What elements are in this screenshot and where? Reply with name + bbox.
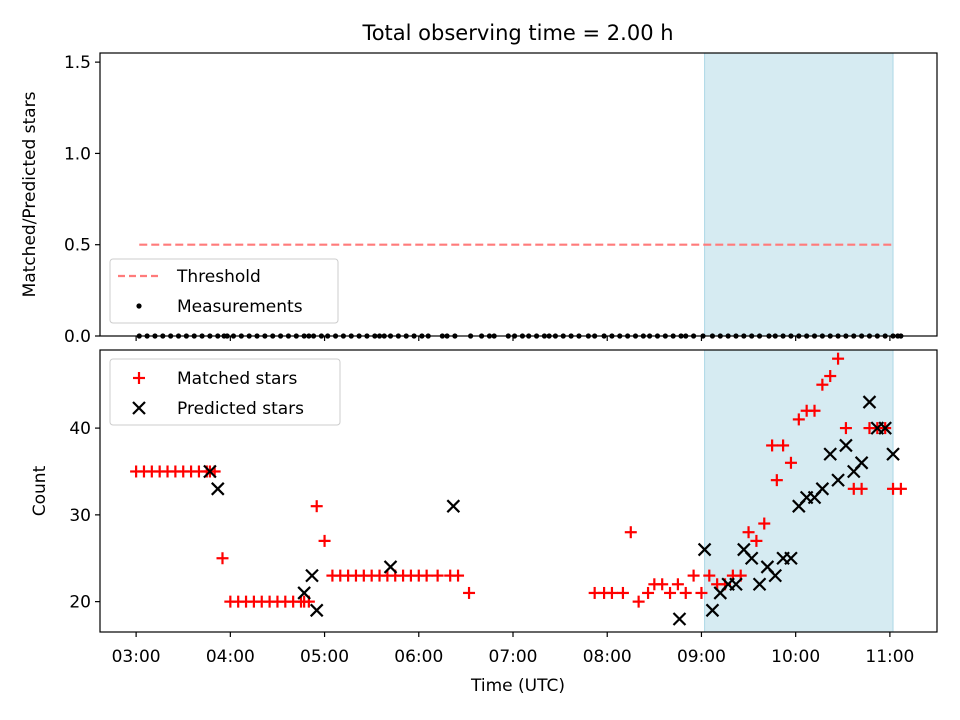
matched-star-point xyxy=(770,474,783,487)
predicted-star-point xyxy=(752,577,767,592)
ratio-axes-frame xyxy=(99,52,938,337)
matched-star-point xyxy=(671,578,684,591)
predicted-legend-marker xyxy=(132,401,146,415)
matched-star-point xyxy=(616,586,629,599)
matched-star-point xyxy=(656,578,669,591)
matched-star-point xyxy=(687,569,700,582)
count-y-ticks: 20 30 40 xyxy=(69,419,100,613)
matched-star-point xyxy=(777,439,790,452)
x-tick-label: 06:00 xyxy=(394,647,443,667)
matched-star-point xyxy=(318,534,331,547)
predicted-legend-label: Predicted stars xyxy=(177,399,304,419)
matched-star-point xyxy=(216,552,229,565)
predicted-star-point xyxy=(297,586,311,600)
matched-star-point xyxy=(816,378,829,391)
y-tick-label: 0.5 xyxy=(64,236,91,256)
matched-star-point xyxy=(679,586,692,599)
count-axes-frame xyxy=(99,349,938,633)
count-x-ticks: 03:00 04:00 05:00 06:00 07:00 08:00 09:00 10:00… xyxy=(112,632,914,667)
matched-star-point xyxy=(839,422,852,435)
matched-star-point xyxy=(642,586,655,599)
predicted-star-point xyxy=(705,603,720,618)
matched-star-point xyxy=(742,526,755,539)
matched-star-point xyxy=(463,586,476,599)
ratio-x-ticks xyxy=(135,336,891,341)
matched-star-point xyxy=(808,404,821,417)
matched-star-point xyxy=(894,482,907,495)
matched-star-point xyxy=(824,370,837,383)
y-tick-label: 0.0 xyxy=(64,327,91,347)
matched-star-point xyxy=(632,595,645,608)
matched-star-point xyxy=(766,439,779,452)
x-tick-label: 05:00 xyxy=(300,647,349,667)
y-tick-label: 40 xyxy=(69,419,91,439)
matched-legend-label: Matched stars xyxy=(177,369,297,389)
ratio-y-ticks: 0.0 0.5 1.0 1.5 xyxy=(64,53,100,347)
x-axis-label: Time (UTC) xyxy=(470,676,565,696)
count-marks xyxy=(130,352,907,626)
matched-star-point xyxy=(431,569,444,582)
x-tick-label: 07:00 xyxy=(489,647,538,667)
x-tick-label: 03:00 xyxy=(112,647,161,667)
x-tick-label: 04:00 xyxy=(206,647,255,667)
x-tick-label: 09:00 xyxy=(677,647,726,667)
x-tick-label: 08:00 xyxy=(583,647,632,667)
count-y-axis-label: Count xyxy=(30,465,50,516)
ratio-legend: Threshold Measurements xyxy=(109,258,339,324)
legend-box xyxy=(109,358,341,426)
x-tick-label: 10:00 xyxy=(771,647,820,667)
matched-star-point xyxy=(832,352,845,365)
y-tick-label: 30 xyxy=(69,506,91,526)
predicted-star-point xyxy=(744,551,759,566)
ratio-panel: 0.0 0.5 1.0 1.5 Matched/Predicted stars Thr… xyxy=(20,52,938,347)
predicted-star-point xyxy=(446,499,461,513)
matched-star-point xyxy=(784,456,797,469)
predicted-star-point xyxy=(854,456,869,470)
predicted-star-point xyxy=(697,542,712,557)
predicted-star-point xyxy=(815,482,830,496)
matched-legend-marker xyxy=(133,372,145,384)
y-tick-label: 1.5 xyxy=(64,53,91,73)
predicted-star-point xyxy=(383,560,398,574)
chart-title: Total observing time = 2.00 h xyxy=(361,21,673,45)
predicted-star-point xyxy=(729,577,743,592)
matched-star-point xyxy=(695,586,708,599)
matched-star-point xyxy=(605,586,618,599)
matched-star-point xyxy=(664,586,677,599)
matched-star-point xyxy=(310,500,323,513)
x-tick-label: 11:00 xyxy=(865,647,914,667)
predicted-star-point xyxy=(203,464,217,479)
matched-star-point xyxy=(758,517,771,530)
threshold-legend-label: Threshold xyxy=(176,267,261,287)
measurements-legend-marker xyxy=(136,303,142,309)
measurements-legend-label: Measurements xyxy=(177,297,303,317)
matched-star-point xyxy=(624,526,637,539)
predicted-star-point xyxy=(878,421,892,435)
predicted-star-point xyxy=(309,603,324,618)
matched-star-point xyxy=(703,569,716,582)
ratio-y-axis-label: Matched/Predicted stars xyxy=(20,91,40,297)
y-tick-label: 1.0 xyxy=(64,144,91,164)
matched-star-point xyxy=(855,482,868,495)
matched-star-point xyxy=(750,534,763,547)
predicted-star-point xyxy=(768,568,783,583)
predicted-star-point xyxy=(210,482,225,496)
predicted-star-point xyxy=(784,551,798,566)
predicted-star-point xyxy=(839,438,853,453)
count-panel: 20 30 40 03:00 04:00 05:00 06:00 07:00 08:00 09:… xyxy=(30,349,938,696)
count-legend: Matched stars Predicted stars xyxy=(109,358,341,426)
predicted-star-point xyxy=(672,612,687,626)
predicted-star-point xyxy=(831,473,845,487)
matched-star-point xyxy=(420,569,433,582)
matched-star-point xyxy=(452,569,465,582)
predicted-star-point xyxy=(305,568,319,583)
predicted-star-point xyxy=(862,395,877,409)
y-tick-label: 20 xyxy=(69,593,91,613)
legend-box xyxy=(109,258,339,324)
predicted-star-point xyxy=(823,447,837,461)
matched-star-point xyxy=(792,413,805,426)
highlight-span xyxy=(704,52,894,337)
predicted-star-point xyxy=(886,447,900,461)
